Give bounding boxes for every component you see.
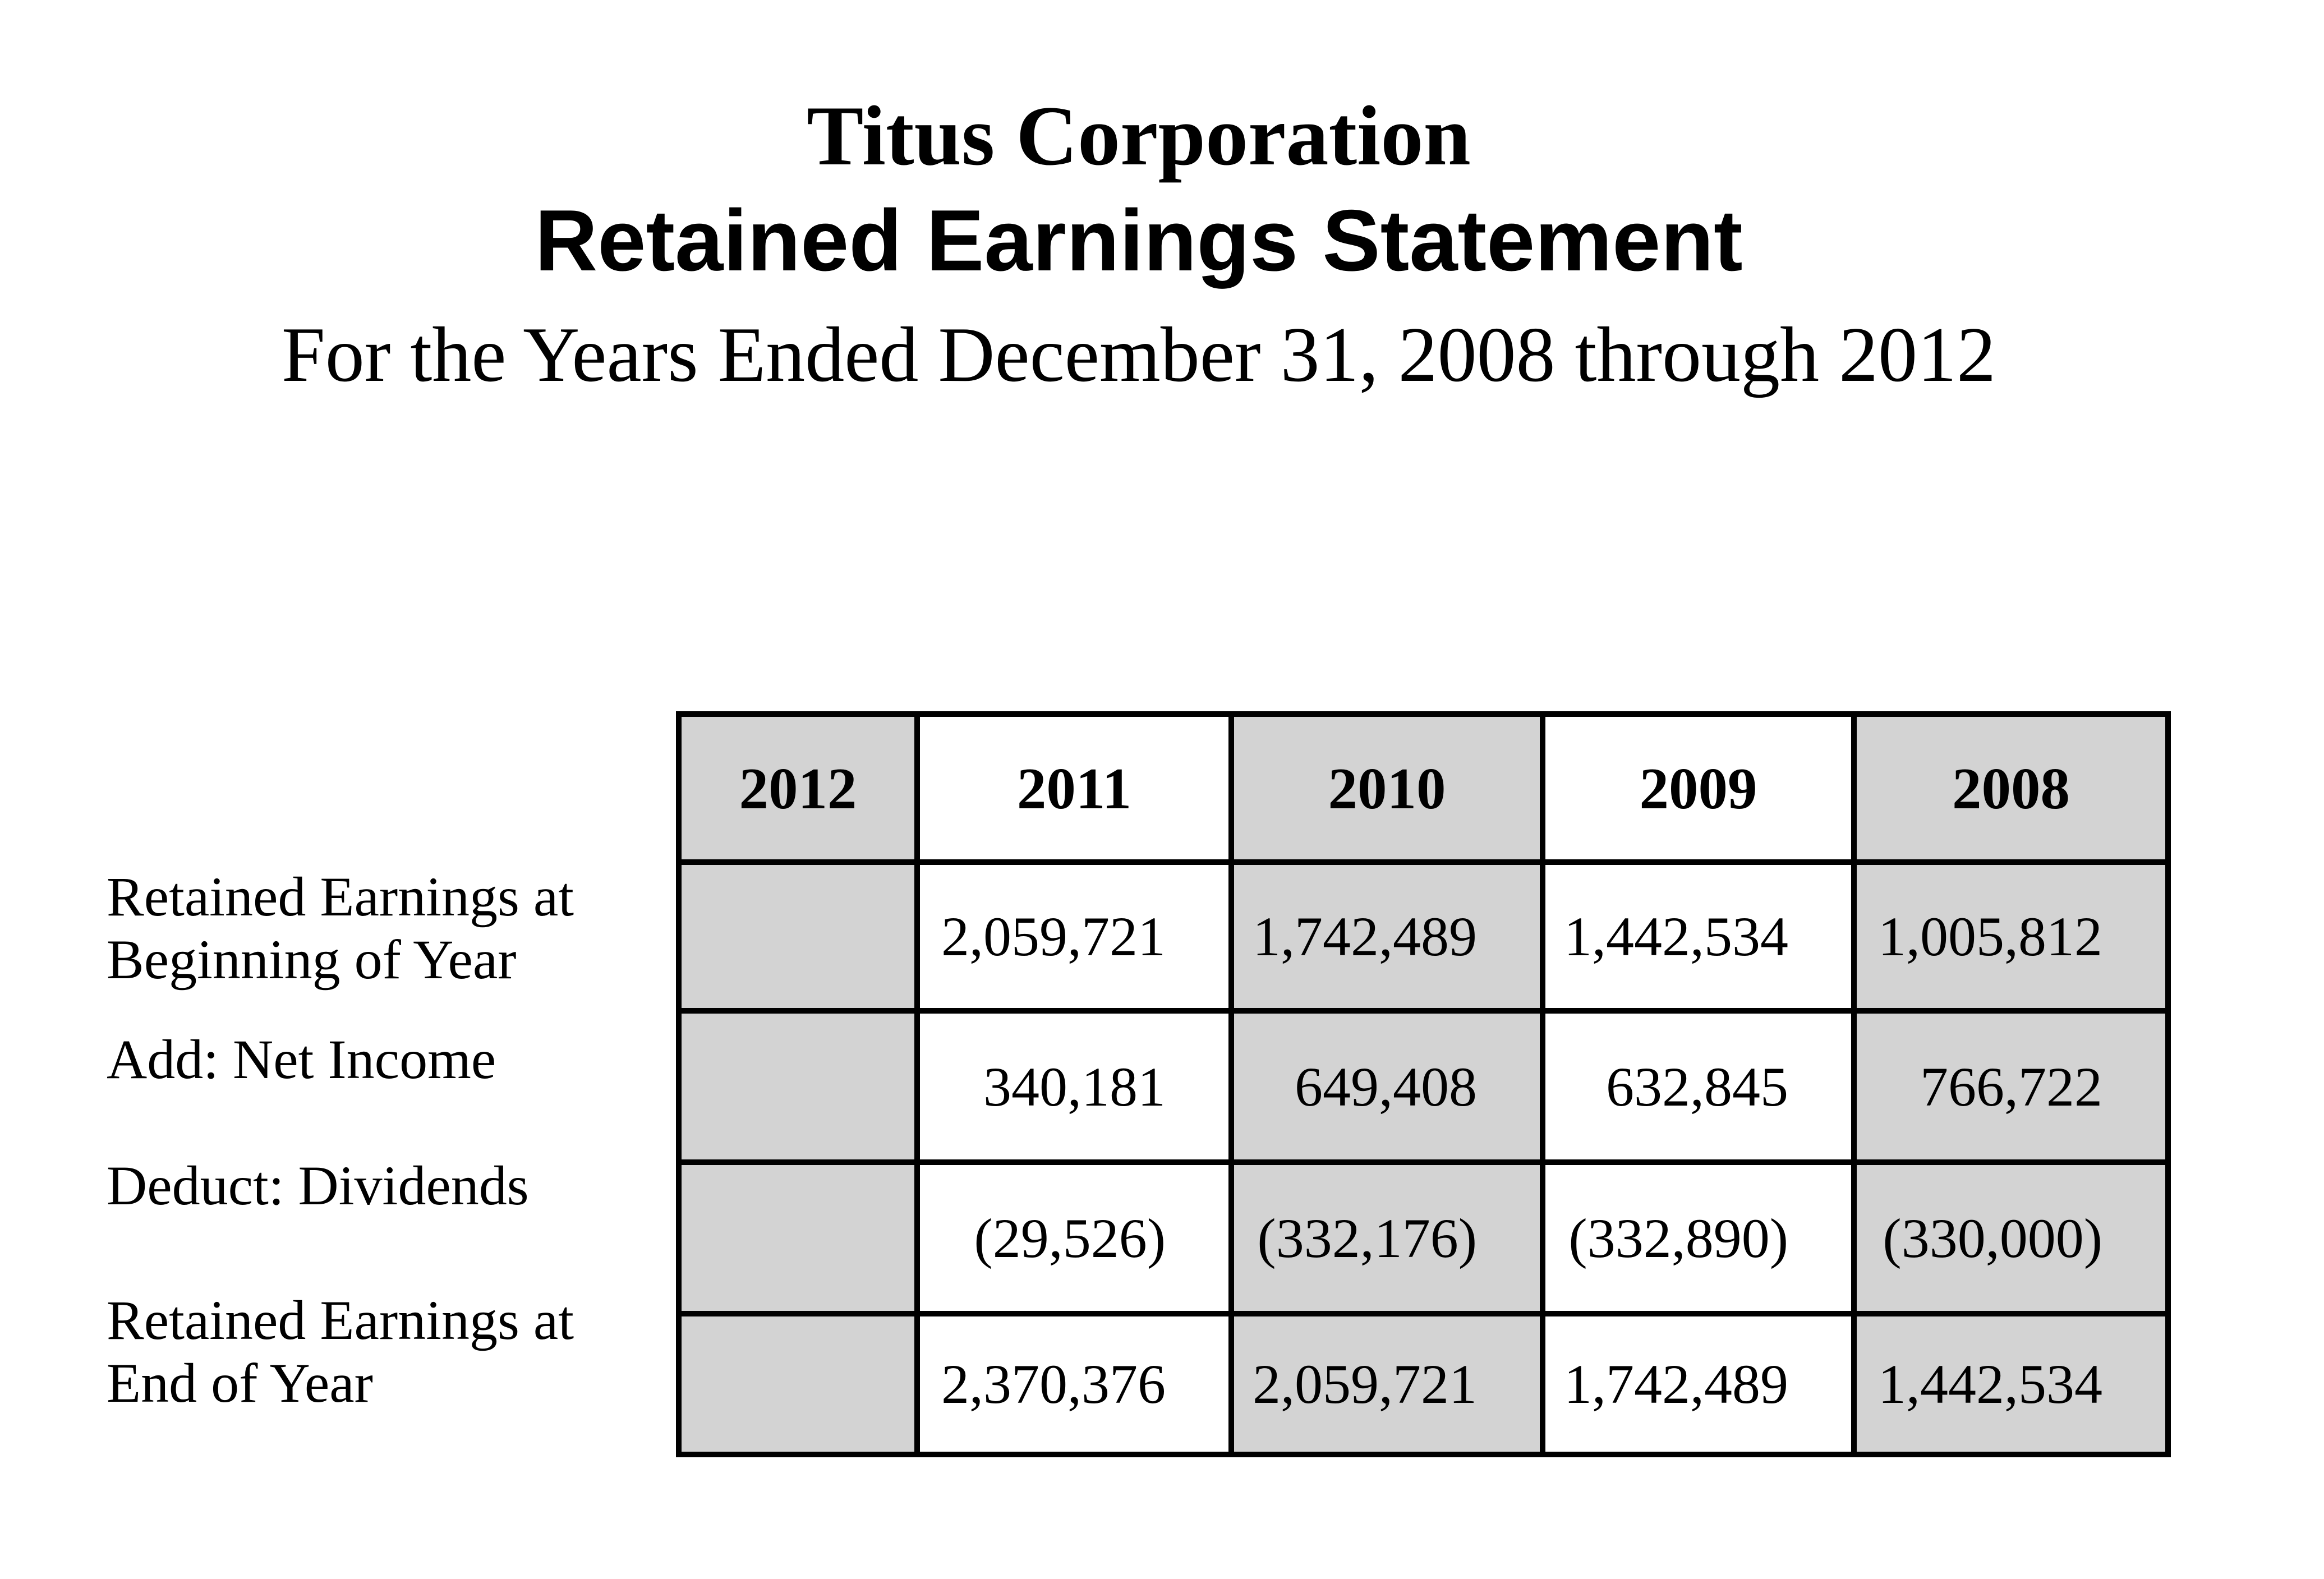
cell-2011-row4: 2,370,376 (914, 1311, 1234, 1457)
table-row: 2,370,376 2,059,721 1,742,489 1,442,534 (676, 1311, 2171, 1457)
retained-earnings-table: 2012 2011 2010 2009 2008 2,059,721 1,742,489 1… (676, 711, 2171, 1457)
cell-2011-row2: 340,181 (914, 1008, 1234, 1165)
year-header-2009: 2009 (1540, 711, 1857, 865)
row-label-1-line-2: Beginning of Year (107, 928, 517, 991)
cell-2009-row1: 1,442,534 (1540, 859, 1857, 1014)
row-label-1-line-1: Retained Earnings at (107, 866, 574, 928)
cell-2012-row3 (676, 1159, 920, 1316)
cell-2012-row4 (676, 1311, 920, 1457)
cell-2010-row3: (332,176) (1228, 1159, 1545, 1316)
cell-2011-row1: 2,059,721 (914, 859, 1234, 1014)
company-name: Titus Corporation (807, 89, 1471, 183)
year-header-row: 2012 2011 2010 2009 2008 (676, 711, 2171, 865)
row-label-3-line-1: Deduct: Dividends (107, 1154, 529, 1217)
cell-2011-row3: (29,526) (914, 1159, 1234, 1316)
year-header-2012: 2012 (676, 711, 920, 865)
cell-2008-row2: 766,722 (1851, 1008, 2171, 1165)
statement-period: For the Years Ended December 31, 2008 th… (281, 311, 1996, 398)
statement-title: Retained Earnings Statement (535, 192, 1743, 289)
table-row: 340,181 649,408 632,845 766,722 (676, 1008, 2171, 1165)
cell-2010-row4: 2,059,721 (1228, 1311, 1545, 1457)
cell-2009-row3: (332,890) (1540, 1159, 1857, 1316)
year-header-2011: 2011 (914, 711, 1234, 865)
table-row: (29,526) (332,176) (332,890) (330,000) (676, 1159, 2171, 1316)
row-label-4-line-1: Retained Earnings at (107, 1289, 574, 1351)
cell-2008-row1: 1,005,812 (1851, 859, 2171, 1014)
cell-2012-row1 (676, 859, 920, 1014)
year-header-2010: 2010 (1228, 711, 1545, 865)
year-header-2008: 2008 (1851, 711, 2171, 865)
cell-2008-row3: (330,000) (1851, 1159, 2171, 1316)
table-row: 2,059,721 1,742,489 1,442,534 1,005,812 (676, 859, 2171, 1014)
row-label-2-line-1: Add: Net Income (107, 1028, 496, 1090)
cell-2010-row2: 649,408 (1228, 1008, 1545, 1165)
cell-2008-row4: 1,442,534 (1851, 1311, 2171, 1457)
row-label-4-line-2: End of Year (107, 1352, 373, 1414)
cell-2010-row1: 1,742,489 (1228, 859, 1545, 1014)
cell-2009-row4: 1,742,489 (1540, 1311, 1857, 1457)
cell-2009-row2: 632,845 (1540, 1008, 1857, 1165)
cell-2012-row2 (676, 1008, 920, 1165)
